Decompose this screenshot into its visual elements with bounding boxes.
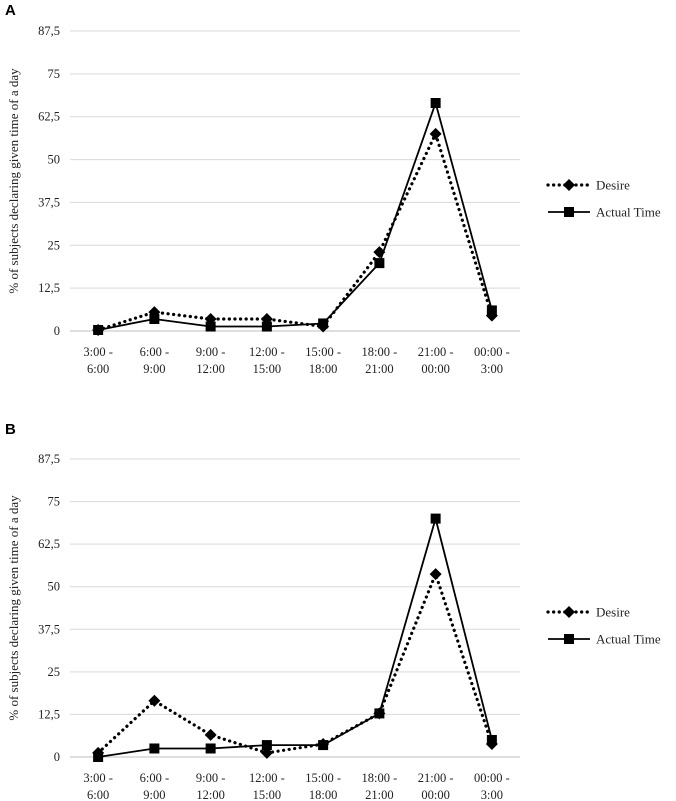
legend-marker-square	[564, 207, 574, 217]
legend-label: Actual Time	[596, 205, 661, 220]
y-tick-label: 37,5	[38, 195, 60, 209]
data-point-actual-time	[149, 743, 160, 754]
y-tick-label: 12,5	[38, 707, 60, 721]
legend-marker-diamond	[563, 179, 575, 191]
x-tick-label: 9:00 -12:00	[196, 771, 226, 801]
data-point-actual-time	[93, 324, 104, 335]
data-point-desire	[148, 694, 161, 707]
y-tick-label: 62,5	[38, 110, 60, 124]
series-line-desire	[96, 129, 494, 332]
x-tick-label: 3:00 -6:00	[83, 345, 113, 376]
x-tick-label: 18:00 -21:00	[361, 345, 397, 376]
legend-label: Actual Time	[596, 632, 661, 647]
x-tick-label: 21:00 -00:00	[418, 771, 454, 801]
y-tick-label: 75	[48, 67, 61, 81]
data-point-desire	[429, 127, 442, 140]
data-point-actual-time	[430, 513, 441, 524]
x-tick-label: 6:00 -9:00	[140, 345, 170, 376]
data-point-actual-time	[205, 321, 216, 332]
data-point-desire	[429, 568, 442, 581]
y-tick-label: 50	[48, 153, 61, 167]
data-point-desire	[204, 728, 217, 741]
y-tick-label: 75	[48, 495, 61, 509]
data-point-actual-time	[261, 321, 272, 332]
data-point-actual-time	[486, 305, 497, 316]
legend-marker-square	[564, 634, 574, 644]
legend: Desire Actual Time	[546, 605, 661, 647]
data-point-actual-time	[205, 743, 216, 754]
x-tick-label: 6:00 -9:00	[140, 771, 170, 801]
x-tick-label: 15:00 -18:00	[305, 345, 341, 376]
legend-marker-diamond	[563, 606, 575, 618]
series-line-desire	[96, 569, 494, 755]
y-tick-label: 0	[54, 324, 60, 338]
y-tick-label: 87,5	[38, 452, 60, 466]
data-point-actual-time	[430, 98, 441, 108]
legend: Desire Actual Time	[546, 178, 661, 220]
x-tick-label: 00:00 -3:00	[474, 771, 510, 801]
y-tick-label: 62,5	[38, 537, 60, 551]
data-point-actual-time	[149, 314, 160, 324]
data-point-actual-time	[318, 740, 329, 751]
y-tick-label: 37,5	[38, 622, 60, 636]
data-point-actual-time	[93, 752, 104, 762]
series-line-actual-time	[97, 515, 493, 758]
data-point-actual-time	[261, 740, 272, 751]
x-tick-label: 21:00 -00:00	[418, 345, 454, 376]
y-tick-label: 12,5	[38, 281, 60, 295]
data-point-actual-time	[486, 734, 497, 745]
chart-panel-b: B 0 12,5 25 37,5 50 62,5 75 87,5 3:00 -6:00 6:00 -…	[5, 421, 661, 801]
x-tick-label: 00:00 -3:00	[474, 345, 510, 376]
y-tick-label: 0	[54, 750, 60, 764]
y-tick-label: 87,5	[38, 24, 60, 38]
x-tick-label: 18:00 -21:00	[361, 771, 397, 801]
y-axis-label: % of subjects declaring given time of a …	[6, 495, 21, 721]
data-point-actual-time	[374, 708, 385, 719]
data-point-actual-time	[374, 258, 385, 269]
y-tick-label: 25	[48, 238, 61, 252]
y-axis-label: % of subjects declaring given time of a …	[6, 68, 21, 294]
data-point-actual-time	[318, 318, 329, 329]
series-line-actual-time	[97, 99, 493, 331]
x-tick-label: 12:00 -15:00	[249, 345, 285, 376]
legend-label: Desire	[596, 605, 630, 620]
y-tick-label: 50	[48, 580, 61, 594]
x-tick-label: 9:00 -12:00	[196, 345, 226, 376]
x-tick-label: 3:00 -6:00	[83, 771, 113, 801]
y-tick-label: 25	[48, 665, 61, 679]
legend-label: Desire	[596, 178, 630, 193]
chart-panel-a: A 0 12,5 25 37,5 50 62,5 75 87,5 3:00 -6:00 6:00 -…	[5, 2, 661, 376]
panel-label: B	[5, 421, 16, 438]
x-tick-label: 15:00 -18:00	[305, 771, 341, 801]
x-tick-label: 12:00 -15:00	[249, 771, 285, 801]
panel-label: A	[5, 2, 16, 19]
